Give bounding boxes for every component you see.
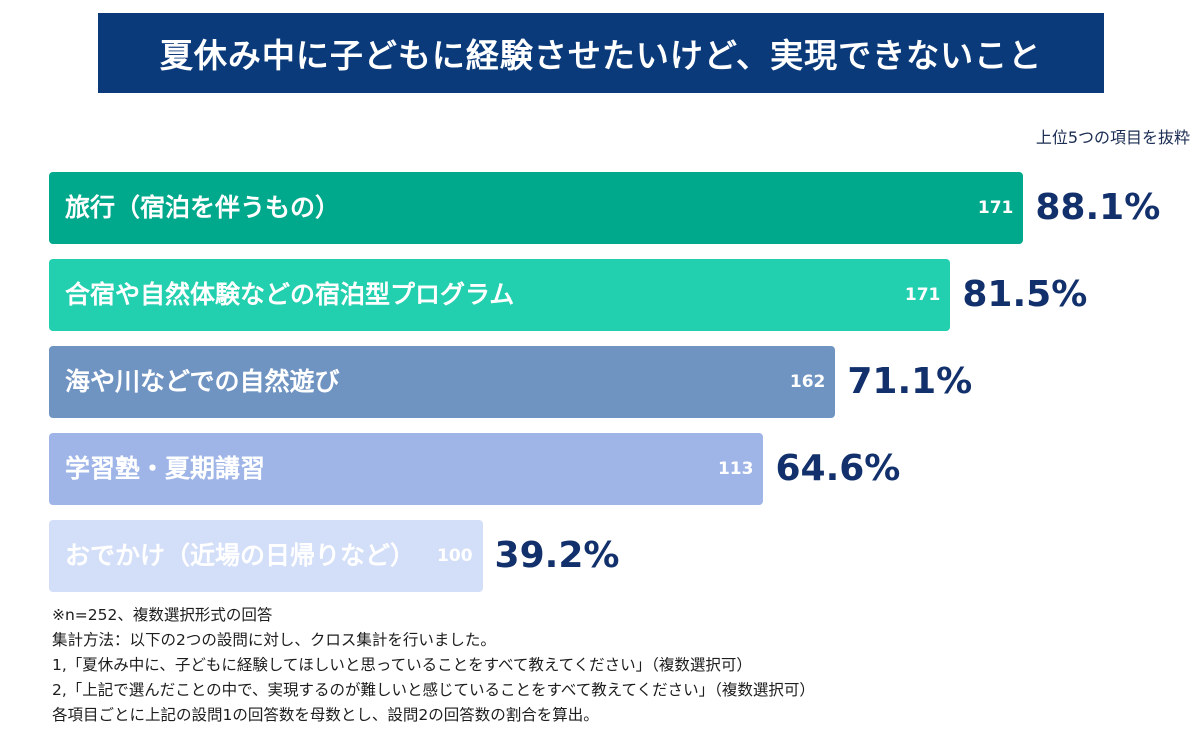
bar-percent-label: 71.1% [847,361,973,402]
bar-count-label: 100 [437,546,473,566]
chart-subtitle: 上位5つの項目を抜粋 [1035,128,1190,147]
bar [49,259,951,331]
note-line: 2,「上記で選んだことの中で、実現するのが難しいと感じていることをすべて教えてく… [52,681,815,699]
bar-count-label: 113 [717,459,754,479]
bar-category-label: 旅行（宿泊を伴うもの） [65,193,341,222]
bar-chart: 旅行（宿泊を伴うもの） 171 88.1% 合宿や自然体験などの宿泊型プログラム 171… [49,172,1161,592]
note-line: 各項目ごとに上記の設問1の回答数を母数とし、設問2の回答数の割合を算出。 [52,706,599,724]
footnotes: ※n=252、複数選択形式の回答 集計方法：以下の2つの設問に対し、クロス集計を… [52,603,1172,728]
bar-category-label: 合宿や自然体験などの宿泊型プログラム [65,280,515,309]
bar-percent-label: 88.1% [1035,187,1161,228]
bar-count-label: 162 [789,372,826,392]
page-title: 夏休み中に子どもに経験させたいけど、実現できないこと [159,36,1043,75]
bar-count-label: 171 [904,285,941,305]
note-line: 集計方法：以下の2つの設問に対し、クロス集計を行いました。 [52,631,496,649]
bar-count-label: 171 [977,198,1014,218]
bar [49,520,483,592]
bar-category-label: おでかけ（近場の日帰りなど） [65,541,416,570]
note-line: ※n=252、複数選択形式の回答 [52,606,273,624]
bar-category-label: 海や川などでの自然遊び [65,367,340,396]
title-banner: 夏休み中に子どもに経験させたいけど、実現できないこと [98,13,1104,93]
bar [49,346,836,418]
bar-percent-label: 81.5% [962,274,1088,315]
bar [49,172,1024,244]
bar-percent-label: 64.6% [775,448,901,489]
bar-percent-label: 39.2% [494,535,620,576]
bar [49,433,764,505]
bar-category-label: 学習塾・夏期講習 [65,454,266,483]
note-line: 1,「夏休み中に、子どもに経験してほしいと思っていることをすべて教えてください」… [52,656,752,674]
